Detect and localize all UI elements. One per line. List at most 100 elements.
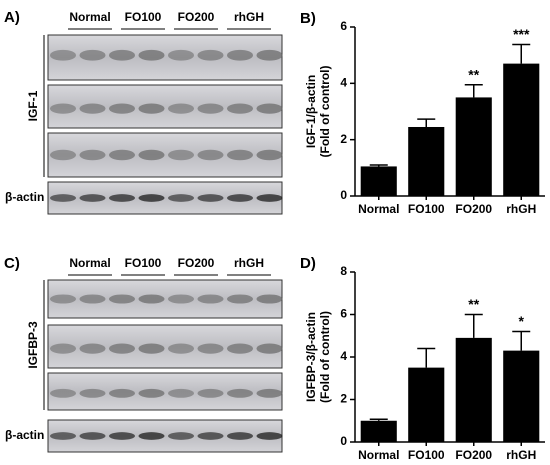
blot-band	[50, 103, 76, 114]
blot-band	[256, 49, 283, 61]
y-tick-label: 6	[340, 19, 347, 33]
blot-band	[256, 194, 283, 202]
lane-group-label: FO100	[125, 256, 162, 270]
panel-label: B)	[300, 10, 316, 27]
blot-band	[168, 432, 194, 440]
blot-band	[256, 149, 283, 161]
x-tick-label: Normal	[358, 448, 399, 462]
lane-group-label: rhGH	[234, 10, 264, 24]
blot-band	[227, 294, 253, 304]
significance-label: **	[468, 66, 479, 82]
y-axis-label: IGFBP-3/β-actin	[304, 312, 318, 402]
blot-band	[50, 294, 76, 304]
blot-band	[227, 149, 253, 161]
blot-band	[79, 149, 106, 161]
blot-band	[197, 49, 224, 61]
blot-band	[197, 194, 224, 202]
bar	[503, 63, 540, 196]
blot-band	[256, 294, 283, 304]
y-axis-label: IGF-1/β-actin	[304, 75, 318, 148]
y-axis-label: (Fold of control)	[318, 66, 332, 158]
target-label: IGFBP-3	[26, 321, 40, 369]
panel-label: D)	[300, 255, 316, 272]
control-label: β-actin	[5, 190, 44, 204]
blot-band	[227, 343, 253, 354]
blot-band	[227, 49, 253, 61]
blot-band	[79, 343, 106, 354]
bar	[360, 420, 397, 442]
x-tick-label: FO200	[455, 448, 492, 462]
blot-band	[138, 49, 165, 61]
lane-group-label: FO200	[178, 256, 215, 270]
blot-band	[197, 103, 224, 114]
blot-band	[168, 343, 194, 354]
y-tick-label: 6	[340, 307, 347, 321]
blot-band	[168, 49, 194, 61]
blot-band	[50, 388, 76, 398]
blot-band	[256, 343, 283, 354]
significance-label: *	[519, 313, 525, 329]
x-tick-label: FO100	[408, 202, 445, 216]
bar	[360, 166, 397, 196]
blot-band	[109, 294, 135, 304]
blot-band	[109, 432, 135, 440]
blot-band	[109, 149, 135, 161]
bar	[503, 350, 540, 442]
y-axis-label: (Fold of control)	[318, 311, 332, 403]
blot-band	[50, 432, 76, 440]
bar	[455, 337, 492, 442]
significance-label: ***	[513, 26, 530, 42]
blot-band	[227, 432, 253, 440]
blot-band	[109, 103, 135, 114]
y-tick-label: 0	[340, 434, 347, 448]
y-tick-label: 2	[340, 392, 347, 406]
blot-band	[197, 149, 224, 161]
blot-band	[138, 294, 165, 304]
blot-band	[256, 103, 283, 114]
x-tick-label: Normal	[358, 202, 399, 216]
lane-group-label: FO100	[125, 10, 162, 24]
bar	[408, 367, 445, 442]
lane-group-label: rhGH	[234, 256, 264, 270]
blot-band	[138, 149, 165, 161]
x-tick-label: FO100	[408, 448, 445, 462]
lane-group-label: Normal	[69, 256, 110, 270]
blot-band	[197, 294, 224, 304]
blot-band	[138, 432, 165, 440]
blot-band	[79, 49, 106, 61]
blot-band	[138, 388, 165, 398]
control-label: β-actin	[5, 428, 44, 442]
blot-band	[197, 432, 224, 440]
bar	[455, 97, 492, 196]
bar	[408, 126, 445, 196]
blot-band	[168, 388, 194, 398]
x-tick-label: FO200	[455, 202, 492, 216]
blot-band	[256, 432, 283, 440]
blot-band	[138, 103, 165, 114]
blot-band	[197, 388, 224, 398]
blot-band	[79, 432, 106, 440]
blot-band	[109, 343, 135, 354]
x-tick-label: rhGH	[506, 448, 536, 462]
blot-band	[109, 194, 135, 202]
blot-band	[50, 343, 76, 354]
blot-band	[79, 194, 106, 202]
target-label: IGF-1	[26, 90, 40, 121]
lane-group-label: FO200	[178, 10, 215, 24]
y-tick-label: 4	[340, 349, 347, 363]
blot-band	[168, 194, 194, 202]
blot-band	[168, 149, 194, 161]
blot-band	[227, 388, 253, 398]
blot-band	[50, 194, 76, 202]
blot-band	[138, 194, 165, 202]
blot-band	[197, 343, 224, 354]
blot-band	[109, 388, 135, 398]
panel-label: A)	[4, 9, 20, 26]
blot-band	[79, 388, 106, 398]
blot-band	[138, 343, 165, 354]
blot-band	[256, 388, 283, 398]
significance-label: **	[468, 296, 479, 312]
blot-band	[168, 294, 194, 304]
panel-label: C)	[4, 255, 20, 272]
